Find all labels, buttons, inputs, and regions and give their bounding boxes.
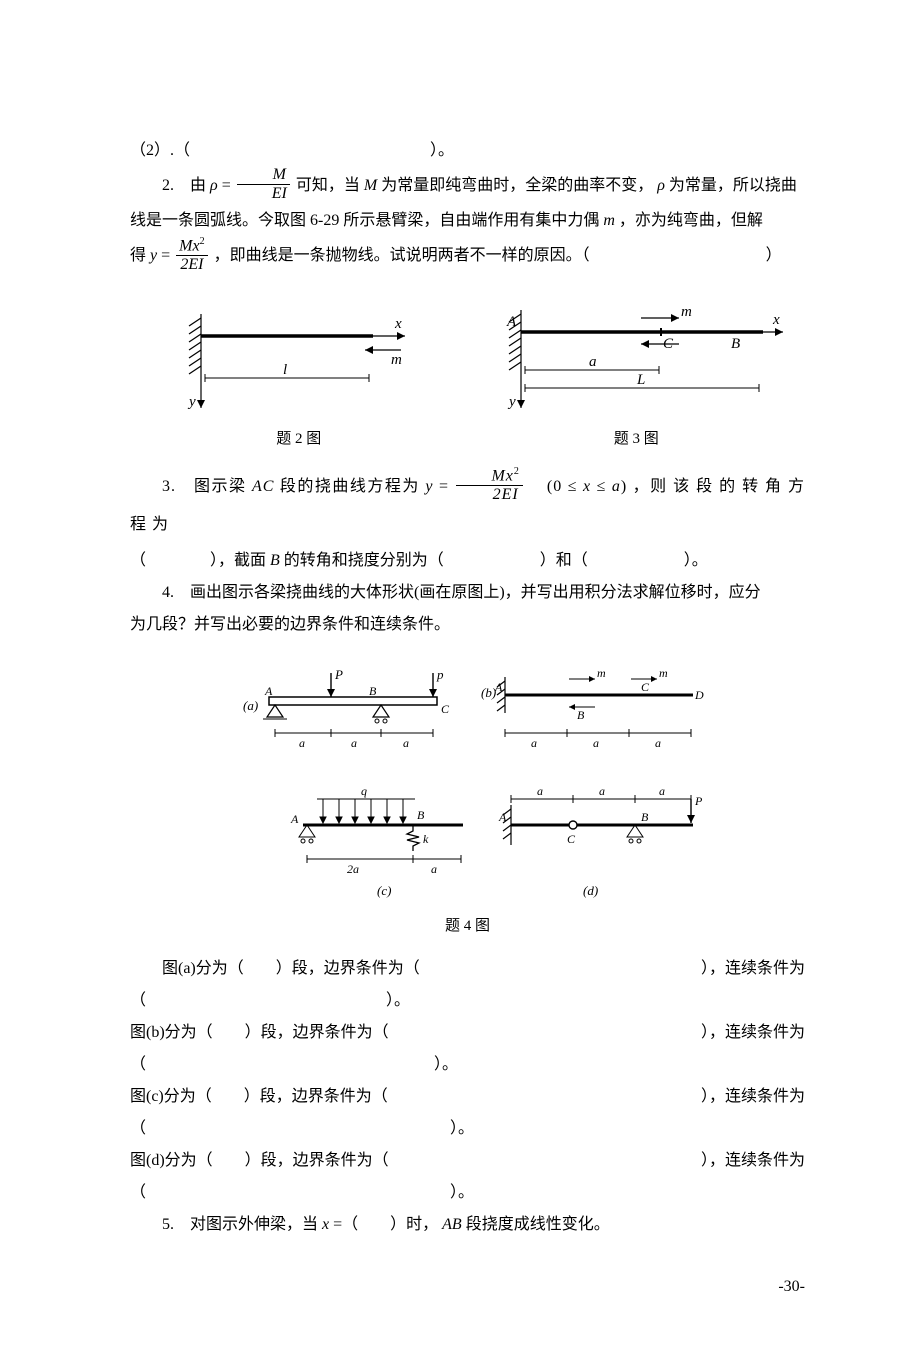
svg-text:P: P — [694, 794, 703, 808]
svg-text:A: A — [264, 684, 273, 698]
frac-M-over-EI: M EI — [237, 166, 290, 202]
q4d-row1b: （ ）。 — [130, 1177, 805, 1209]
q4b-row1: 图(b)分为（ ）段，边界条件为（ ），连续条件为 — [130, 1017, 805, 1049]
fig2-caption: 题 2 图 — [276, 424, 321, 454]
fig3-x: x — [772, 312, 780, 328]
q1-text: （2）.（ ）。 — [130, 142, 454, 159]
svg-text:k: k — [423, 832, 429, 846]
q1-continuation: （2）.（ ）。 — [130, 135, 805, 167]
svg-text:(b): (b) — [481, 685, 496, 700]
svg-text:P: P — [334, 667, 343, 682]
fig-row-2-3: x m y l — [130, 296, 805, 416]
fig2-x-label: x — [394, 316, 402, 332]
frac-q3: Mx2 2EI — [456, 466, 522, 504]
q4d-row1: 图(d)分为（ ）段，边界条件为（ ），连续条件为 — [130, 1145, 805, 1177]
svg-text:a: a — [593, 736, 599, 750]
fig4-caption: 题 4 图 — [130, 911, 805, 941]
fig2-svg: x m y l — [143, 296, 423, 416]
fig2: x m y l — [143, 296, 423, 416]
svg-text:A: A — [290, 812, 299, 826]
svg-text:a: a — [531, 736, 537, 750]
svg-text:A: A — [494, 680, 503, 694]
q3-para1: 3. 图示梁 AC 段的挠曲线方程为 y = Mx2 2EI (0 ≤ x ≤ … — [130, 468, 805, 545]
svg-text:a: a — [299, 736, 305, 750]
svg-text:B: B — [417, 808, 425, 822]
svg-text:a: a — [431, 862, 437, 876]
fig2-m-label: m — [391, 352, 402, 368]
svg-text:C: C — [441, 702, 450, 716]
svg-text:(d): (d) — [583, 883, 598, 898]
svg-text:p: p — [436, 667, 444, 682]
svg-text:B: B — [577, 708, 585, 722]
frac-Mx2-over-2EI: Mx2 2EI — [176, 236, 207, 274]
page-number: -30- — [130, 1271, 805, 1303]
q4a-row1: 图(a)分为（ ）段，边界条件为（ ），连续条件为 — [130, 953, 805, 985]
q2-para1: 2. 由 ρ = M EI 可知，当 M 为常量即纯弯曲时，全梁的曲率不变， ρ… — [130, 167, 805, 205]
q4b-row1b: （ ）。 — [130, 1049, 805, 1081]
q4a-row1b: （ ）。 — [130, 985, 805, 1017]
q3-para2: （ ），截面 B 的转角和挠度分别为（ ）和（ ）。 — [130, 545, 805, 577]
svg-text:a: a — [659, 784, 665, 798]
fig3-y: y — [507, 394, 516, 410]
fig3-L: L — [636, 372, 645, 388]
svg-text:m: m — [597, 666, 606, 680]
svg-text:B: B — [369, 684, 377, 698]
fig2-y-label: y — [187, 394, 196, 410]
fig3-B: B — [731, 336, 740, 352]
fig3-caption: 题 3 图 — [614, 424, 659, 454]
q4c-row1b: （ ）。 — [130, 1113, 805, 1145]
fig3-A: A — [506, 314, 517, 330]
fig4-svg: (a) P p A B C — [223, 655, 713, 905]
svg-text:(a): (a) — [243, 698, 258, 713]
fig2-l-label: l — [283, 362, 287, 378]
fig3: A x m C B y — [483, 296, 793, 416]
q4c-row1: 图(c)分为（ ）段，边界条件为（ ），连续条件为 — [130, 1081, 805, 1113]
fig4-wrap: (a) P p A B C — [130, 655, 805, 905]
svg-text:B: B — [641, 810, 649, 824]
q4-answers: 图(a)分为（ ）段，边界条件为（ ），连续条件为 （ ）。 图(b)分为（ ）… — [130, 953, 805, 1209]
page-content: （2）.（ ）。 2. 由 ρ = M EI 可知，当 M 为常量即纯弯曲时，全… — [0, 0, 920, 1363]
fig3-svg: A x m C B y — [483, 296, 793, 416]
svg-text:C: C — [567, 832, 576, 846]
svg-text:a: a — [599, 784, 605, 798]
q4-para2: 为几段？并写出必要的边界条件和连续条件。 — [130, 609, 805, 641]
fig3-m: m — [681, 304, 692, 320]
q5-para: 5. 对图示外伸梁，当 x =（ ）时， AB 段挠度成线性变化。 — [130, 1209, 805, 1241]
q4-para1: 4. 画出图示各梁挠曲线的大体形状(画在原图上)，并写出用积分法求解位移时，应分 — [130, 577, 805, 609]
svg-text:a: a — [537, 784, 543, 798]
svg-text:2a: 2a — [347, 862, 359, 876]
svg-text:q: q — [361, 784, 367, 798]
q2-para2: 线是一条圆弧线。今取图 6-29 所示悬臂梁，自由端作用有集中力偶 m ，亦为纯… — [130, 205, 805, 237]
svg-text:D: D — [694, 688, 704, 702]
q2-para3: 得 y = Mx2 2EI ，即曲线是一条抛物线。试说明两者不一样的原因。（ ） — [130, 237, 805, 275]
svg-text:a: a — [351, 736, 357, 750]
caption-row-23: 题 2 图 题 3 图 — [130, 424, 805, 454]
svg-text:m: m — [659, 666, 668, 680]
svg-text:a: a — [655, 736, 661, 750]
fig3-a: a — [589, 354, 597, 370]
svg-text:a: a — [403, 736, 409, 750]
svg-text:C: C — [641, 680, 650, 694]
svg-text:A: A — [498, 810, 507, 824]
fig3-C: C — [663, 336, 674, 352]
svg-text:(c): (c) — [377, 883, 391, 898]
